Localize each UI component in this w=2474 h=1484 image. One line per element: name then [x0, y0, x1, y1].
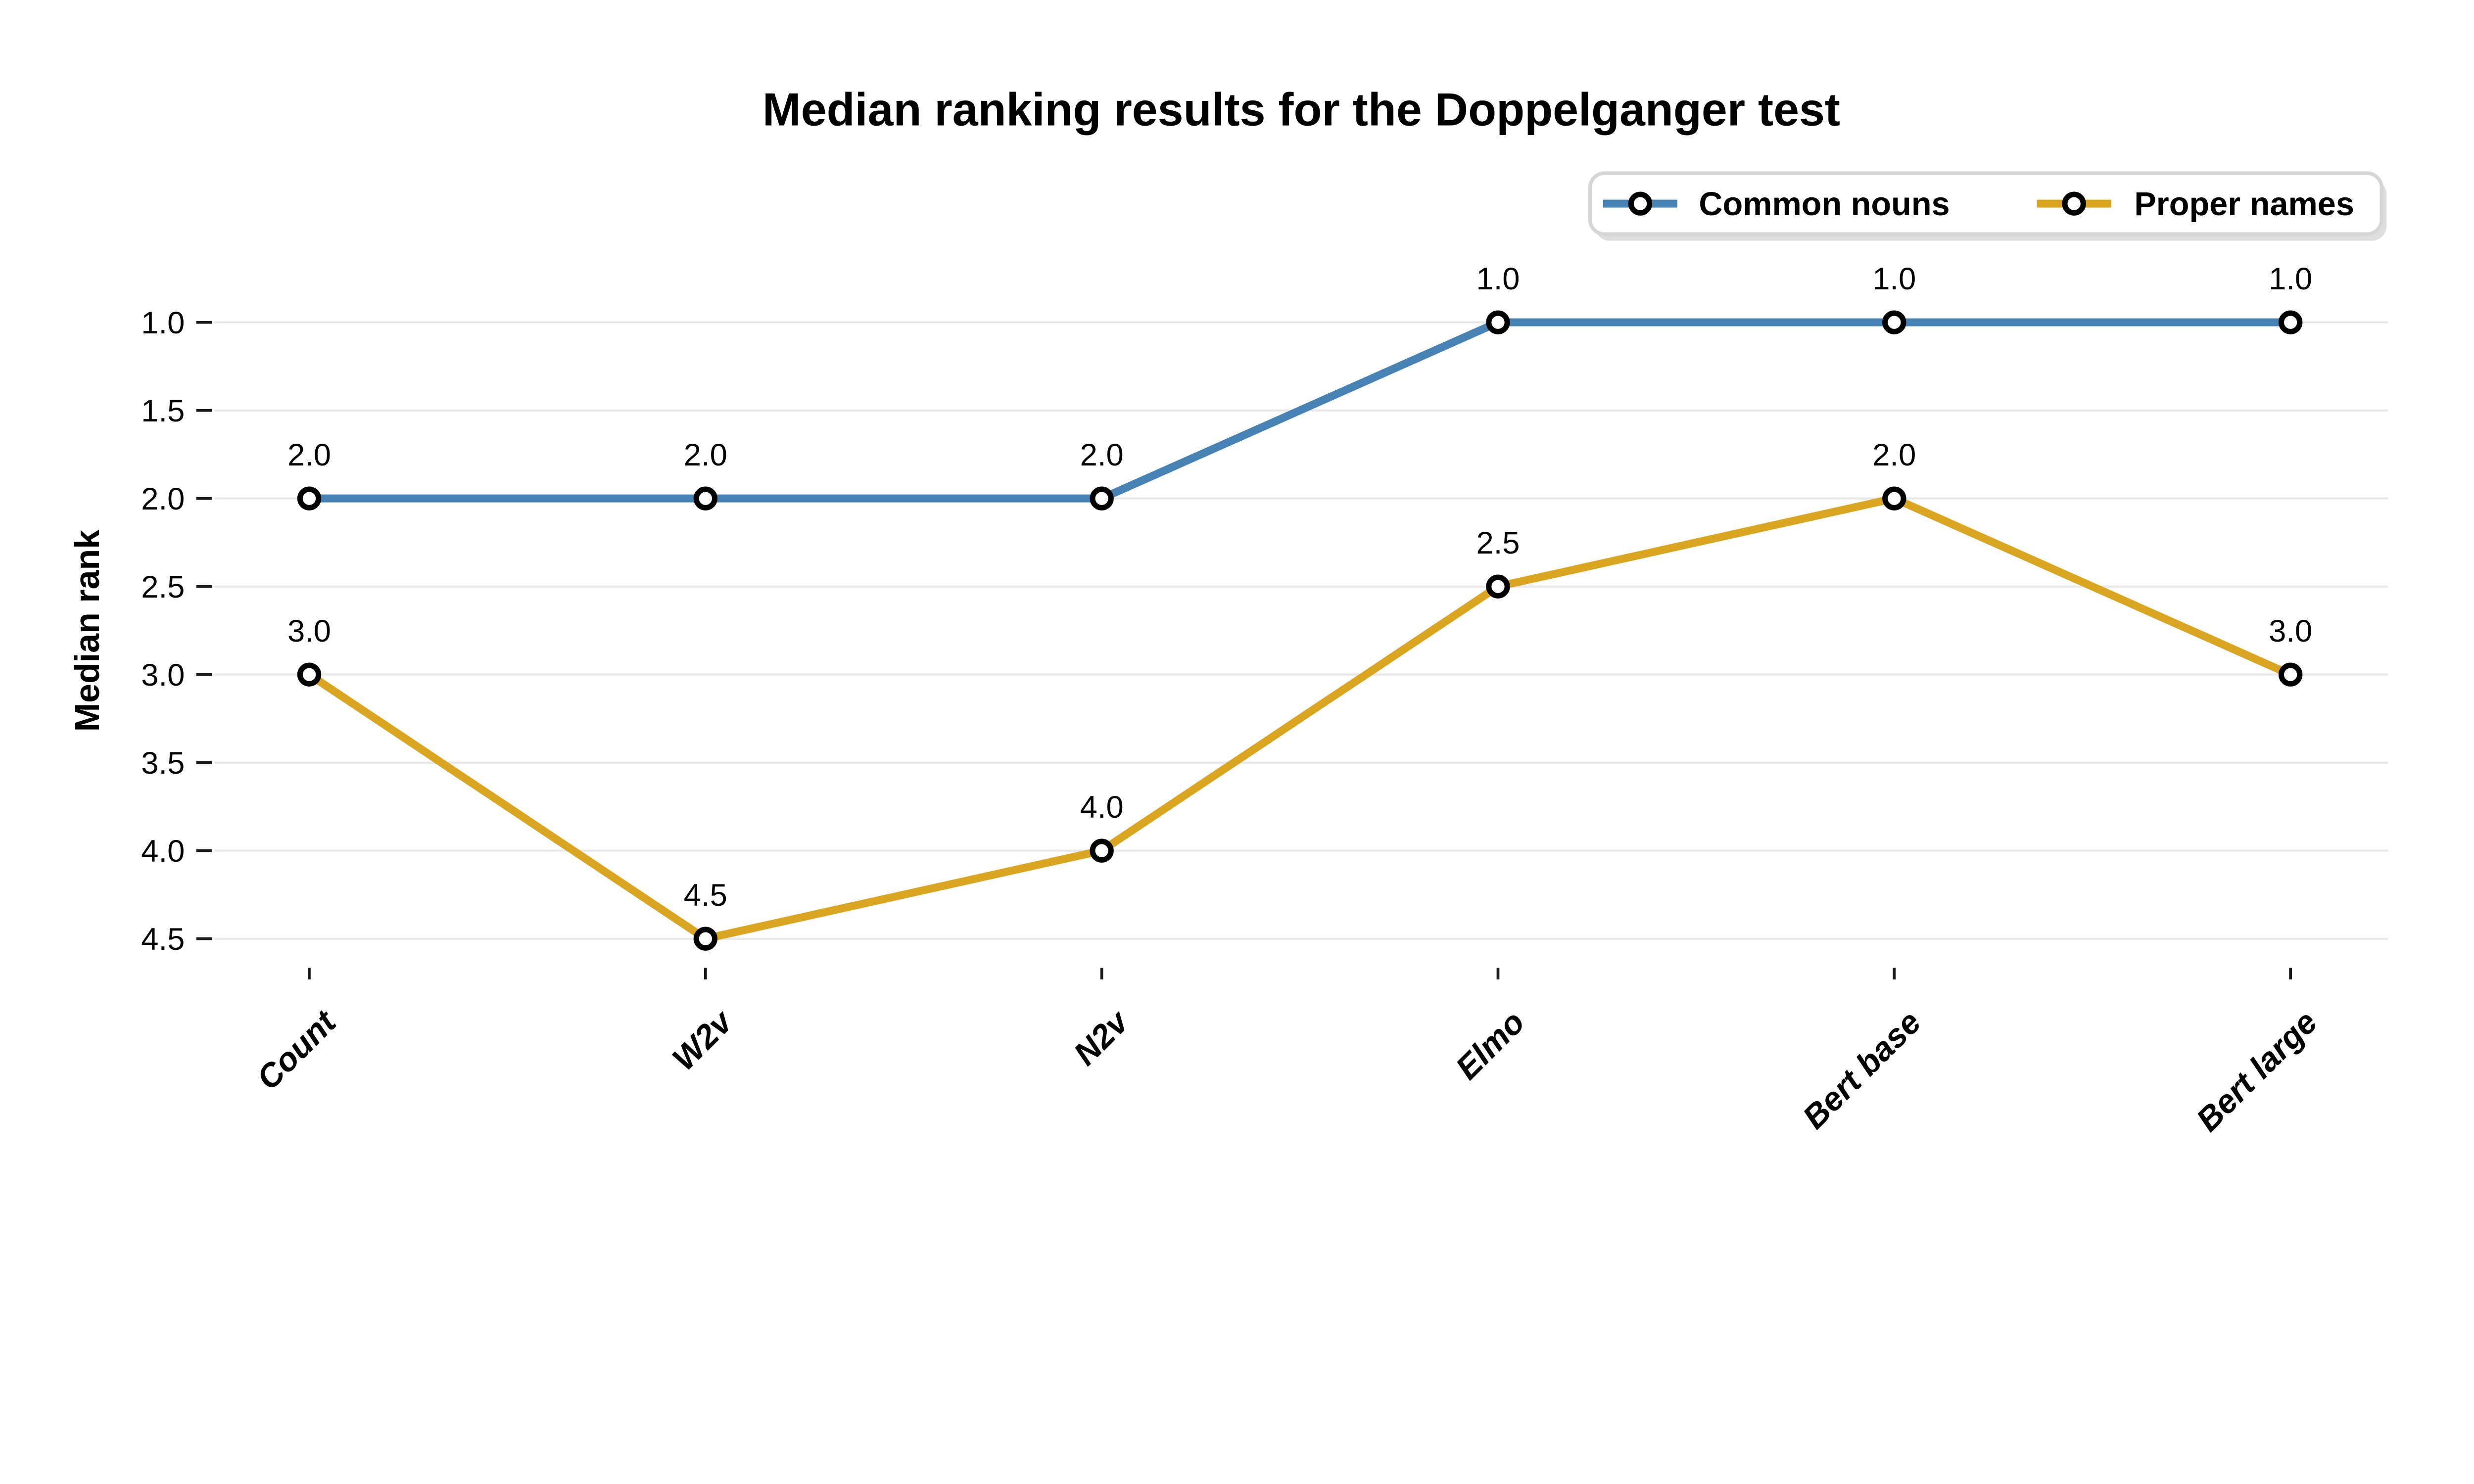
series-line-proper-names	[307, 494, 2292, 943]
data-point-marker-common-nouns	[297, 486, 322, 510]
x-tick-label-group: W2v	[666, 1003, 741, 1078]
data-point-marker-common-nouns	[693, 486, 717, 510]
data-point-marker-proper-names	[297, 662, 322, 687]
data-point-label-proper-names: 3.0	[287, 614, 331, 649]
x-tick-label-group: Elmo	[1449, 1004, 1532, 1087]
data-point-label-proper-names: 2.0	[1872, 438, 1916, 472]
legend-box	[1588, 171, 2383, 236]
data-point-label-common-nouns: 1.0	[1476, 262, 1520, 296]
data-point-label-common-nouns: 2.0	[287, 438, 331, 472]
data-point-label-common-nouns: 2.0	[684, 438, 727, 472]
data-point-label-proper-names: 4.0	[1080, 790, 1124, 825]
y-tick-label: 4.5	[141, 922, 185, 957]
legend-label: Common nouns	[1699, 186, 1950, 223]
data-point-marker-common-nouns	[1486, 310, 1510, 334]
chart-title: Median ranking results for the Doppelgan…	[762, 84, 1840, 135]
data-points: 2.0 2.0 2.0 1.0 1.0 1.0 3.0 4.5 4.0 2.5 2.0 3.0	[287, 262, 2312, 951]
data-point-marker-common-nouns	[1882, 310, 1906, 334]
x-tick-label: W2v	[666, 1003, 741, 1078]
x-tick-label: Count	[250, 1003, 344, 1097]
data-point-marker-proper-names	[1882, 486, 1906, 510]
y-tick-label: 4.0	[141, 834, 185, 869]
data-point-marker-common-nouns	[2279, 310, 2303, 334]
series-lines	[307, 318, 2292, 943]
y-axis-title: Median rank	[68, 530, 106, 732]
data-point-label-common-nouns: 2.0	[1080, 438, 1124, 472]
data-point-label-common-nouns: 1.0	[2269, 262, 2312, 296]
x-tick-label-group: N2v	[1067, 1003, 1137, 1073]
legend-item-common-nouns: Common nouns	[1603, 186, 1950, 223]
data-point-marker-proper-names	[693, 927, 717, 951]
open-circle-marker-icon	[1628, 191, 1653, 216]
x-tick-label: Bert base	[1796, 1004, 1928, 1136]
data-point-label-proper-names: 3.0	[2269, 614, 2312, 649]
legend-label: Proper names	[2134, 186, 2354, 223]
data-point-label-common-nouns: 1.0	[1872, 262, 1916, 296]
x-tick-label-group: Count	[250, 1003, 344, 1097]
y-tick-label: 2.5	[141, 570, 185, 604]
legend: Common nouns Proper names	[1588, 171, 2387, 241]
data-point-marker-proper-names	[1090, 838, 1114, 863]
y-tick-label: 1.0	[141, 306, 185, 340]
data-point-label-proper-names: 4.5	[684, 878, 727, 913]
y-tick-label: 3.5	[141, 746, 185, 781]
data-point-label-proper-names: 2.5	[1476, 526, 1520, 560]
x-tick-label: Elmo	[1449, 1004, 1532, 1087]
open-circle-marker-icon	[2062, 191, 2086, 216]
x-tick-label: N2v	[1067, 1003, 1137, 1073]
median-ranking-line-chart: 1.0 1.5 2.0 2.5 3.0 3.5 4.0 4.5 Count W2v N2v Elmo B…	[68, 84, 2388, 1139]
y-tick-label: 3.0	[141, 658, 185, 693]
y-tick-label: 1.5	[141, 394, 185, 428]
x-tick-label-group: Bert base	[1796, 1004, 1928, 1136]
axes: 1.0 1.5 2.0 2.5 3.0 3.5 4.0 4.5 Count W2v N2v Elmo B…	[141, 306, 2324, 1139]
legend-item-proper-names: Proper names	[2037, 186, 2354, 223]
data-point-marker-proper-names	[2279, 662, 2303, 687]
series-line-common-nouns	[309, 318, 2291, 503]
gridlines	[214, 321, 2388, 940]
x-tick-label-group: Bert large	[2189, 1004, 2324, 1138]
data-point-marker-proper-names	[1486, 574, 1510, 599]
x-tick-label: Bert large	[2189, 1004, 2324, 1138]
data-point-marker-common-nouns	[1090, 486, 1114, 510]
y-tick-label: 2.0	[141, 482, 185, 516]
